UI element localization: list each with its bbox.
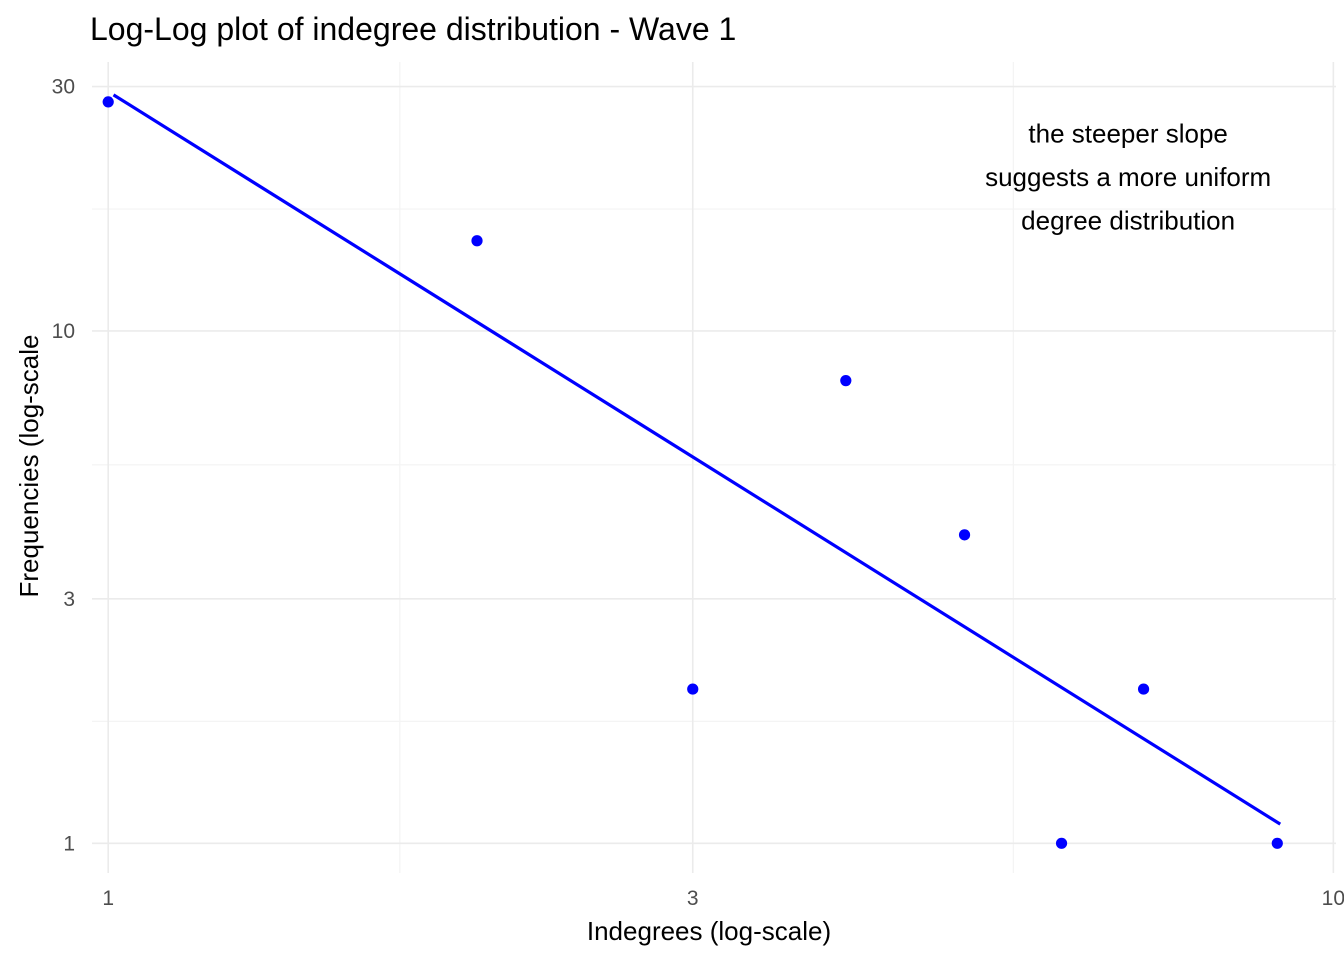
regression-line (112, 93, 1282, 826)
points-layer (102, 96, 1283, 849)
y-axis-title: Frequencies (log-scale (14, 334, 44, 597)
annotation-line: degree distribution (1021, 205, 1235, 235)
x-axis-title: Indegrees (log-scale) (587, 916, 831, 946)
y-tick-labels: 1 3 10 30 (52, 76, 75, 856)
annotation: the steeper slope suggests a more uniform… (985, 118, 1271, 235)
data-point (687, 683, 699, 695)
fit-line-layer (112, 93, 1282, 826)
data-point (840, 375, 852, 387)
x-tick-label: 10 (1322, 887, 1344, 910)
y-tick-label: 3 (63, 588, 75, 611)
y-tick-label: 1 (63, 832, 75, 855)
x-tick-label: 3 (687, 887, 699, 910)
grid (92, 62, 1336, 873)
annotation-line: suggests a more uniform (985, 162, 1271, 192)
annotation-line: the steeper slope (1028, 118, 1227, 148)
data-point (1137, 683, 1150, 695)
data-point (1271, 837, 1283, 849)
data-point (102, 96, 114, 108)
y-tick-label: 30 (52, 76, 75, 99)
data-point (958, 529, 971, 541)
x-tick-label: 1 (102, 887, 114, 910)
data-point (471, 235, 483, 247)
x-tick-labels: 1 3 10 (102, 887, 1344, 910)
data-point (1055, 837, 1068, 849)
y-tick-label: 10 (52, 320, 75, 343)
chart-title: Log-Log plot of indegree distribution - … (90, 11, 736, 47)
